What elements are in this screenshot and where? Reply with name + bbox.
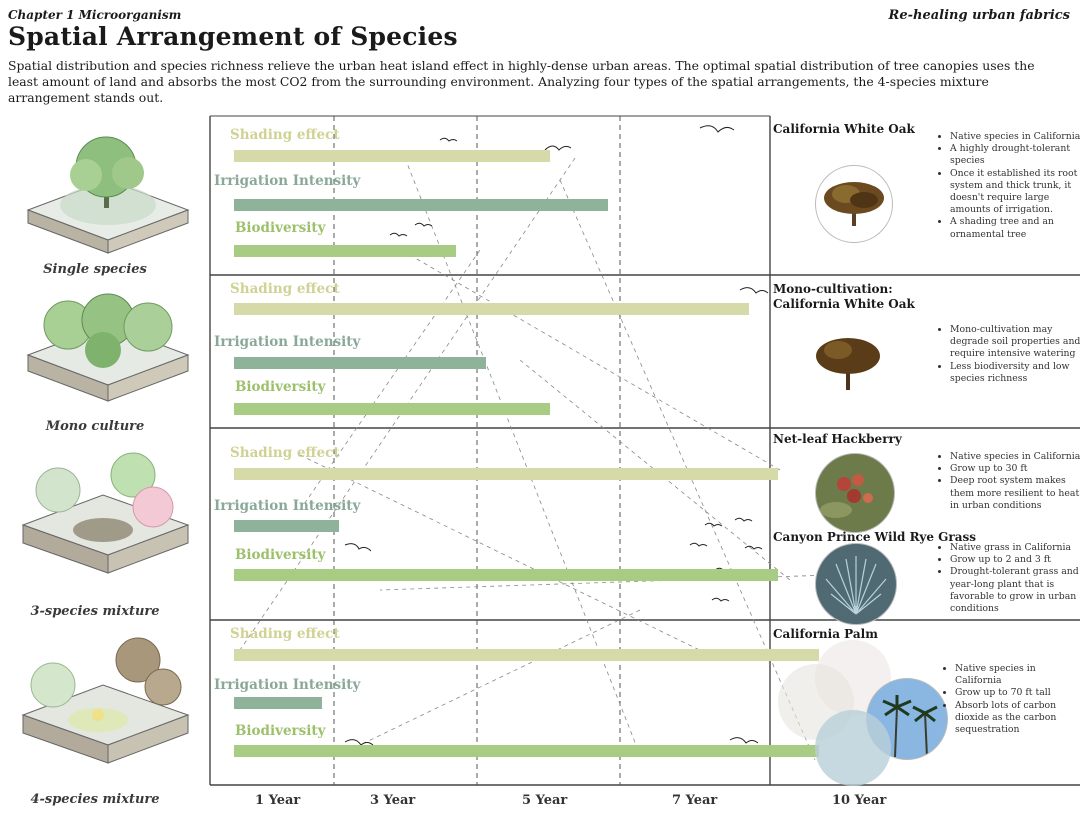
species-notes: Mono-cultivation may degrade soil proper… [932,324,1080,385]
metric-label-shading: Shading effect [230,281,340,297]
bar-biodiversity [234,245,456,257]
row-label-single-species: Single species [43,262,147,277]
bar-biodiversity [234,403,550,415]
chapter-label: Chapter 1 Microorganism [8,8,182,22]
bar-shading [234,303,749,315]
species-note-item: Grow up to 30 ft [950,463,1080,475]
species-notes: Native species in California.A highly dr… [932,131,1080,241]
species-name: California White Oak [773,122,915,136]
grass-faded-image [815,710,891,786]
row-label-3-species: 3-species mixture [30,604,160,619]
species-notes: Native species in CaliforniaGrow up to 3… [932,451,1080,512]
wild-rye-grass-image [815,543,897,625]
isometric-garden-icon [21,637,190,764]
species-note-item: Native species in California [950,451,1080,463]
isometric-garden-icon [21,452,190,574]
year-tick-5: 5 Year [522,793,568,808]
species-note-item: A highly drought-tolerant species [950,143,1080,167]
year-tick-10: 10 Year [832,793,887,808]
bar-shading [234,468,778,480]
page-title: Spatial Arrangement of Species [8,22,458,51]
metric-label-shading: Shading effect [230,626,340,642]
species-note-item: Grow up to 2 and 3 ft [950,554,1080,566]
scene-3-species [8,445,198,595]
species-notes: Native species in CaliforniaGrow up to 7… [937,663,1080,736]
isometric-garden-icon [26,136,190,254]
bar-irrigation [234,199,608,211]
metric-label-irrigation: Irrigation Intensity [214,677,361,693]
bar-shading [234,649,819,661]
species-note-item: Native grass in California [950,542,1080,554]
species-note-item: Mono-cultivation may degrade soil proper… [950,324,1080,361]
brand-label: Re-healing urban fabrics [888,8,1070,23]
species-note-item: Deep root system makes them more resilie… [950,475,1080,512]
metric-label-biodiversity: Biodiversity [235,547,326,563]
metric-label-biodiversity: Biodiversity [235,379,326,395]
isometric-garden-icon [26,293,190,402]
species-note-item: Drought-tolerant grass and a year-long p… [950,566,1080,615]
bar-biodiversity [234,569,778,581]
hackberry-image [815,453,895,533]
species-note-item: Grow up to 70 ft tall [955,687,1080,699]
species-note-item: Native species in California [955,663,1080,687]
metric-label-irrigation: Irrigation Intensity [214,334,361,350]
row-label-4-species: 4-species mixture [30,792,160,807]
species-note-item: Native species in California. [950,131,1080,143]
species-name: Canyon Prince Wild Rye Grass [773,530,977,544]
species-note-item: Less biodiversity and low species richne… [950,361,1080,385]
year-tick-7: 7 Year [672,793,718,808]
species-notes: Native grass in CaliforniaGrow up to 2 a… [932,542,1080,615]
species-name: California Palm [773,627,878,641]
bar-irrigation [234,520,339,532]
species-note-item: Absorb lots of carbon dioxide as the car… [955,700,1080,737]
metric-label-biodiversity: Biodiversity [235,220,326,236]
year-tick-3: 3 Year [370,793,416,808]
metric-label-shading: Shading effect [230,127,340,143]
year-tick-1: 1 Year [255,793,301,808]
row-label-mono-culture: Mono culture [45,419,145,434]
oak-tree-image [815,165,893,243]
metric-label-irrigation: Irrigation Intensity [214,173,361,189]
bar-irrigation [234,697,322,709]
oak-tree-image [808,320,890,402]
metric-label-shading: Shading effect [230,445,340,461]
bar-biodiversity [234,745,819,757]
species-note-item: A shading tree and an ornamental tree [950,216,1080,240]
page-description: Spatial distribution and species richnes… [8,58,1035,105]
scene-single-species [8,125,198,275]
scene-4-species [8,625,198,775]
species-name: Net-leaf Hackberry [773,432,902,446]
metric-label-biodiversity: Biodiversity [235,723,326,739]
scene-mono-culture [8,285,198,435]
metric-label-irrigation: Irrigation Intensity [214,498,361,514]
species-note-item: Once it established its root system and … [950,168,1080,217]
species-name: Mono-cultivation: California White Oak [773,282,915,311]
bar-shading [234,150,550,162]
bar-irrigation [234,357,486,369]
